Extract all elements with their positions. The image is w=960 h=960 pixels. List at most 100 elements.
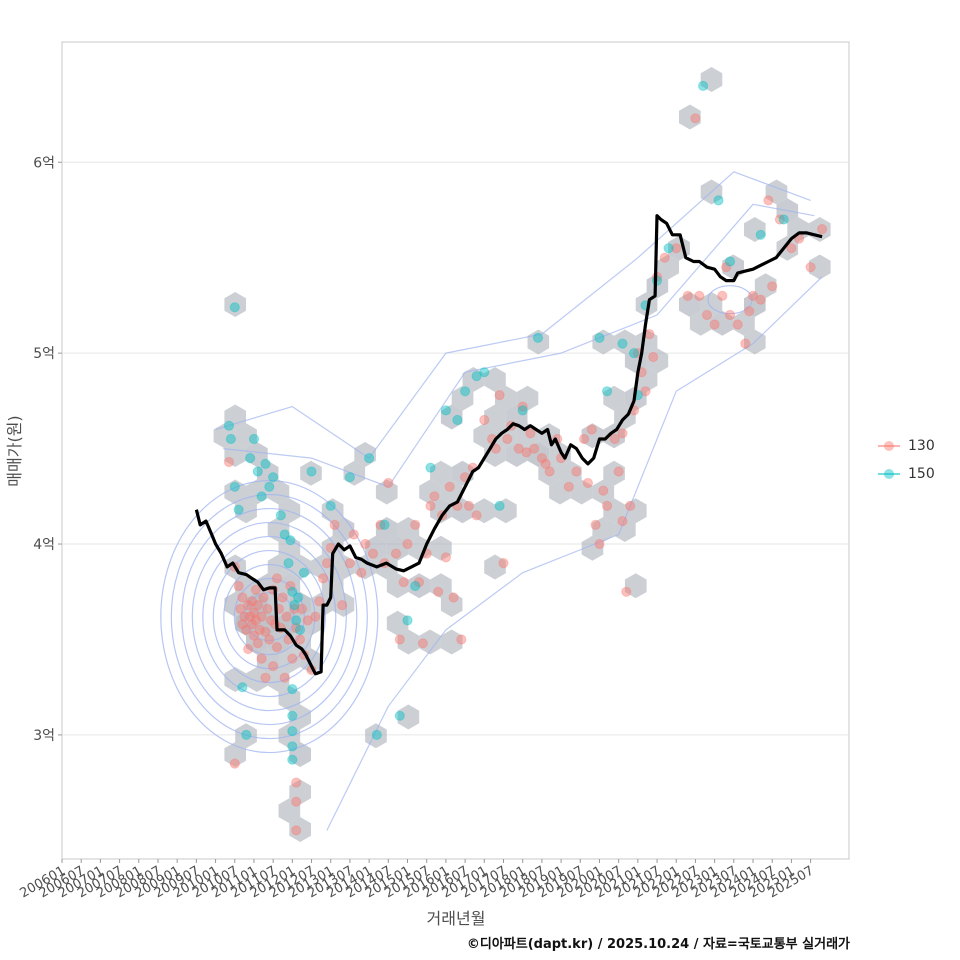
hexbin-cell [484, 367, 506, 392]
y-tick-label: 3억 [33, 728, 55, 744]
legend-item-150: 150 [878, 460, 935, 488]
hexbin-cell [733, 310, 755, 336]
point-150 [698, 80, 709, 92]
median-trend-line [194, 214, 823, 676]
point-130 [287, 653, 298, 664]
point-150 [279, 529, 290, 540]
point-130 [621, 586, 632, 597]
point-130 [517, 401, 528, 412]
density-contour [223, 203, 815, 488]
point-130 [525, 428, 536, 439]
hexbin-cell [592, 479, 615, 505]
point-150 [252, 466, 263, 477]
hexbin-cell [246, 592, 268, 617]
hexbin-cell [365, 535, 387, 561]
point-150 [344, 472, 355, 483]
hexbin-cell [614, 517, 636, 542]
hexbin-cell [538, 460, 560, 486]
point-150 [713, 195, 724, 206]
point-130 [246, 619, 258, 630]
point-130 [254, 624, 265, 636]
point-130 [271, 642, 283, 653]
hexbin-cell [592, 517, 615, 542]
hexbin-cell [451, 385, 474, 411]
point-130 [277, 592, 288, 603]
hexbin-cell [224, 292, 246, 317]
density-contour [223, 563, 316, 670]
hexbin-cell [700, 67, 723, 92]
hexbin-cell [300, 460, 322, 486]
hexbin-cell [495, 498, 517, 524]
hexbin-cell [689, 310, 712, 336]
point-130 [237, 592, 248, 603]
hexbin-cell [808, 254, 831, 280]
hexbin-cell [624, 573, 647, 599]
hexbin-cell [289, 817, 311, 842]
hexbin-cell [711, 310, 734, 336]
point-150 [371, 729, 382, 741]
point-130 [498, 558, 509, 569]
point-150 [223, 420, 235, 431]
hexbin-cell [430, 460, 452, 486]
point-150 [410, 580, 421, 592]
point-130 [268, 661, 279, 672]
hexbin-cell [430, 498, 452, 524]
point-130 [456, 634, 467, 645]
point-150 [663, 243, 674, 254]
point-130 [767, 281, 778, 292]
point-150 [264, 481, 275, 492]
point-130 [248, 607, 260, 618]
point-150 [364, 453, 375, 464]
point-130 [513, 443, 524, 454]
point-150 [233, 504, 244, 515]
point-130 [258, 592, 269, 603]
hexbin-cell [776, 235, 799, 261]
hexbin-cell [505, 404, 528, 430]
point-130 [410, 519, 421, 531]
hexbin-cell [256, 610, 279, 636]
hexbin-cell [246, 479, 268, 505]
point-150 [325, 500, 336, 511]
point-130 [367, 548, 379, 559]
point-150 [479, 367, 490, 378]
legend-label-130: 130 [908, 438, 935, 454]
point-130 [717, 290, 728, 301]
hexbin-cell [473, 498, 495, 524]
point-150 [452, 414, 463, 426]
point-130 [479, 414, 490, 426]
hexbin-cell [246, 629, 268, 655]
hexbin-cell [430, 535, 452, 561]
point-130 [579, 433, 590, 445]
point-130 [755, 294, 766, 305]
hexbin-cell [440, 629, 463, 655]
hexbin-cell [354, 554, 376, 580]
point-130 [245, 611, 256, 622]
density-contour [202, 535, 337, 698]
point-130 [429, 491, 440, 502]
point-130 [594, 538, 605, 550]
legend-label-150: 150 [908, 466, 935, 482]
hexbin-cell [419, 479, 441, 505]
hexbin-cell [484, 404, 506, 430]
point-130 [709, 319, 720, 330]
hexbin-cell [278, 648, 301, 674]
hexbin-cell [375, 517, 398, 542]
point-130 [740, 338, 751, 349]
point-130 [310, 611, 321, 622]
point-130 [571, 466, 582, 477]
point-130 [229, 758, 240, 769]
point-150 [291, 615, 302, 626]
point-150 [229, 302, 240, 313]
point-150 [460, 386, 471, 397]
density-contour [215, 171, 811, 459]
density-contour [233, 577, 305, 656]
y-axis-title: 매매가(원) [5, 415, 24, 486]
hexbin-cell [267, 592, 290, 617]
point-150 [379, 519, 390, 531]
point-150 [517, 405, 528, 416]
point-150 [471, 371, 482, 382]
point-150 [602, 386, 613, 397]
hexbin-cell [451, 498, 474, 524]
point-130 [246, 596, 258, 607]
point-130 [252, 600, 263, 611]
